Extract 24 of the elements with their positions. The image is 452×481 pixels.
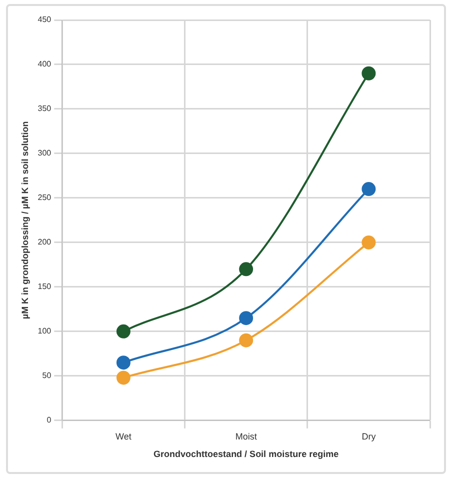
- y-tick-label: 350: [38, 104, 52, 114]
- point: [362, 182, 376, 196]
- point: [116, 370, 130, 385]
- y-tick-label: 150: [38, 282, 52, 292]
- x-tick-label: Moist: [235, 431, 258, 442]
- point: [116, 324, 130, 338]
- y-tick-label: 400: [38, 60, 52, 69]
- y-axis-title: µM K in grondoplossing / µM K in soil solution: [20, 121, 30, 320]
- point: [239, 262, 254, 276]
- point: [239, 333, 254, 348]
- x-tick-label: Wet: [116, 431, 132, 442]
- y-tick-label: 200: [38, 238, 52, 247]
- y-tick-label: 100: [38, 326, 52, 336]
- y-tick-label: 0: [46, 416, 52, 425]
- point: [116, 356, 130, 370]
- point: [362, 66, 376, 80]
- x-axis-title: Grondvochttoestand / Soil moisture regime: [154, 449, 339, 460]
- x-tick-label: Dry: [362, 431, 376, 442]
- y-tick-label: 250: [38, 193, 52, 202]
- y-tick-label: 300: [38, 148, 52, 158]
- y-tick-label: 50: [42, 371, 52, 380]
- point: [239, 311, 254, 326]
- y-tick-label: 450: [38, 15, 52, 24]
- point: [362, 235, 376, 250]
